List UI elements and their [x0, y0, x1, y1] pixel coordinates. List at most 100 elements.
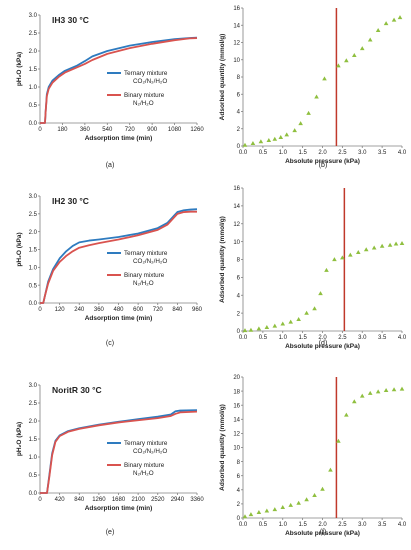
x-tick-label: 840: [74, 497, 85, 503]
chart-b: 0 2 4 6 8 10 12 14 16 0.0 0.5 1.0 1.5 2.0 2.5 3.0 3.5 4.0…: [219, 6, 407, 169]
y-tick-label: 4: [237, 293, 241, 299]
data-point: [318, 291, 323, 296]
y-tick-label: 0: [237, 329, 241, 335]
y-axis-title: pH₂O (kPa): [16, 422, 23, 456]
y-tick-label: 6: [237, 474, 241, 480]
data-point: [242, 142, 248, 147]
legend-label: Ternary mixture: [124, 70, 168, 77]
data-point: [284, 132, 290, 137]
y-axis-title: Adsorbed quantity (mmol/g): [219, 34, 226, 121]
panel-label: (b): [319, 162, 328, 169]
x-tick-label: 480: [113, 307, 124, 313]
y-tick-label: 18: [233, 389, 240, 395]
data-point: [359, 393, 365, 398]
y-tick-label: 6: [237, 276, 241, 282]
y-tick-label: 6: [237, 92, 241, 98]
legend-label: Ternary mixture: [124, 440, 168, 447]
y-tick-label: 2: [237, 127, 241, 133]
data-point: [250, 141, 256, 146]
data-point: [397, 15, 403, 20]
x-tick-label: 3.5: [378, 335, 387, 341]
data-point: [304, 497, 309, 502]
data-point: [272, 507, 278, 512]
y-tick-label: 14: [233, 418, 240, 424]
y-tick-label: 8: [237, 258, 241, 264]
y-tick-label: 0.5: [29, 103, 38, 109]
y-tick-label: 3.0: [29, 13, 38, 19]
y-tick-label: 2: [237, 311, 241, 317]
y-tick-label: 1.0: [29, 266, 38, 272]
y-tick-label: 12: [233, 222, 240, 228]
data-point: [399, 241, 405, 246]
y-tick-label: 4: [237, 488, 241, 494]
y-axis-title: pH₂O (kPa): [16, 52, 23, 86]
data-point: [355, 249, 361, 254]
x-tick-label: 0.0: [239, 335, 248, 341]
data-point: [391, 387, 397, 392]
series-line-binary: [40, 37, 198, 124]
x-tick-label: 4.0: [398, 335, 407, 341]
x-tick-label: 0.0: [239, 150, 248, 156]
x-tick-label: 720: [125, 127, 136, 133]
y-tick-label: 16: [233, 403, 240, 409]
data-point: [306, 110, 311, 115]
x-tick-label: 1.5: [298, 150, 307, 156]
panel-label: (c): [106, 340, 114, 347]
data-point: [320, 486, 325, 491]
y-tick-label: 1.5: [29, 437, 38, 443]
y-tick-label: 1.0: [29, 85, 38, 91]
data-point: [363, 247, 369, 252]
data-point: [280, 321, 286, 326]
y-tick-label: 2.5: [29, 212, 38, 218]
legend-label: Binary mixture: [124, 92, 165, 99]
data-point: [322, 76, 327, 81]
data-point: [292, 128, 297, 133]
y-tick-label: 0.0: [29, 121, 38, 127]
legend-sublabel: N₂/H₂O: [133, 470, 154, 477]
x-tick-label: 2.5: [338, 335, 347, 341]
x-tick-label: 3.5: [378, 150, 387, 156]
y-tick-label: 0.0: [29, 491, 38, 497]
y-tick-label: 12: [233, 41, 240, 47]
x-tick-label: 1080: [168, 127, 182, 133]
x-axis-title: Adsorption time (min): [85, 315, 153, 322]
y-tick-label: 2.0: [29, 49, 38, 55]
y-tick-label: 1.5: [29, 248, 38, 254]
x-tick-label: 1.0: [279, 522, 288, 528]
chart-e: 0.0 0.5 1.0 1.5 2.0 2.5 3.0 0 420 840 1260 1680 2100…: [16, 383, 204, 536]
x-tick-label: 0.5: [259, 335, 268, 341]
x-tick-label: 4.0: [398, 150, 407, 156]
x-tick-label: 420: [55, 497, 66, 503]
x-axis-title: Absolute pressure (kPa): [285, 158, 360, 165]
data-point: [266, 137, 272, 142]
data-point: [379, 243, 385, 248]
panel-label: (f): [320, 529, 327, 536]
panel-annotation: IH2 30 °C: [52, 196, 89, 206]
y-tick-label: 4: [237, 110, 241, 116]
data-point: [280, 505, 286, 510]
y-tick-label: 8: [237, 75, 241, 81]
data-point: [256, 326, 262, 331]
legend-sublabel: CO₂/N₂/H₂O: [133, 258, 167, 265]
y-tick-label: 10: [233, 446, 240, 452]
legend-label: Ternary mixture: [124, 250, 168, 257]
y-tick-label: 14: [233, 204, 240, 210]
x-axis-title: Adsorption time (min): [85, 505, 153, 512]
x-tick-label: 1260: [92, 497, 106, 503]
panel-annotation: IH3 30 °C: [52, 15, 89, 25]
x-tick-label: 3.0: [358, 335, 367, 341]
data-point: [399, 386, 405, 391]
data-point: [314, 94, 319, 99]
x-tick-label: 960: [192, 307, 203, 313]
data-point: [371, 245, 377, 250]
y-tick-label: 0: [237, 516, 241, 522]
data-point: [324, 267, 329, 272]
data-point: [312, 306, 317, 311]
data-point: [272, 136, 278, 141]
data-point: [352, 399, 357, 404]
x-tick-label: 2.5: [338, 522, 347, 528]
data-point: [298, 121, 303, 126]
x-tick-label: 1260: [190, 127, 204, 133]
data-point: [359, 46, 365, 51]
x-tick-label: 180: [57, 127, 68, 133]
